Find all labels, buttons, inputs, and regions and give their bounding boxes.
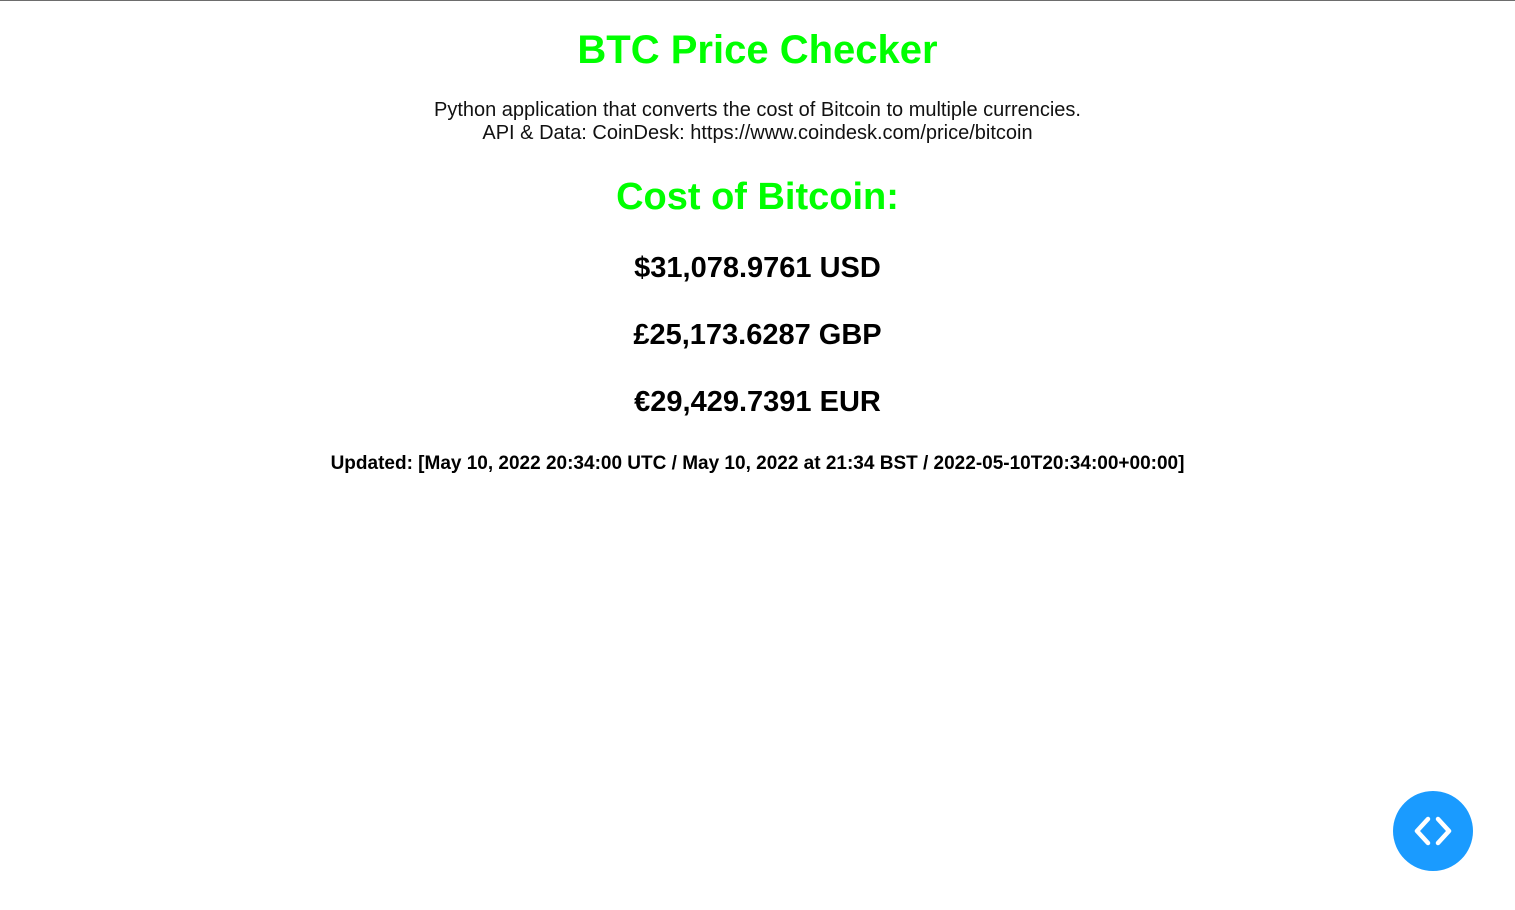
- code-brackets-icon: [1409, 807, 1457, 855]
- top-border: [0, 0, 1515, 1]
- price-usd: $31,078.9761 USD: [634, 252, 881, 284]
- description-line-2: API & Data: CoinDesk: https://www.coinde…: [482, 122, 1033, 144]
- description-line-1: Python application that converts the cos…: [433, 99, 1081, 121]
- app-description: Python application that converts the cos…: [0, 99, 1515, 145]
- view-code-button[interactable]: [1393, 791, 1473, 871]
- cost-heading: Cost of Bitcoin:: [616, 176, 899, 218]
- price-gbp: £25,173.6287 GBP: [633, 319, 882, 351]
- price-eur: €29,429.7391 EUR: [634, 386, 881, 418]
- page-title: BTC Price Checker: [577, 28, 938, 72]
- updated-timestamp: Updated: [May 10, 2022 20:34:00 UTC / Ma…: [330, 453, 1185, 474]
